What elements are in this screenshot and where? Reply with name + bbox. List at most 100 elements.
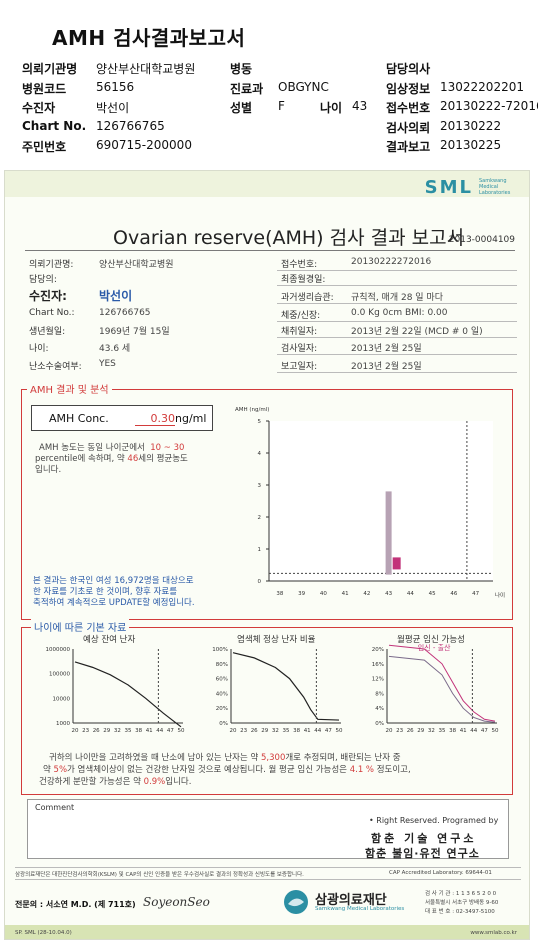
x-tick-label: 41: [460, 728, 467, 734]
amh-description-line2: percentile에 속하며, 약 46세의 평균농도: [35, 454, 188, 464]
note-line2: 한 자료를 기초로 한 것이며, 향후 자료를: [33, 587, 178, 597]
report-info-label: 담당의:: [29, 275, 57, 285]
header-value: F: [278, 99, 285, 113]
contact-line1: 검 사 기 관 : 1 1 3 6 5 2 0 0: [425, 891, 497, 897]
contact-line3: 대 표 번 호 : 02-3497-5100: [425, 909, 495, 915]
amh-conc-unit: ng/ml: [175, 412, 207, 425]
footer-divider: [15, 867, 521, 868]
x-tick-label: 26: [93, 728, 100, 734]
report-info-value: 0.0 Kg 0cm BMI: 0.00: [351, 308, 448, 318]
y-tick-label: 4%: [375, 706, 384, 712]
age-section-title: 나이에 따른 기본 자료: [31, 619, 130, 634]
x-tick-label: 38: [449, 728, 456, 734]
amh-description-line1: AMH 농도는 동일 나이군에서 10 ~ 30: [39, 443, 185, 453]
x-axis-label: 나이: [495, 591, 505, 599]
x-tick-label: 40: [320, 591, 327, 597]
y-tick-label: 40%: [216, 691, 228, 697]
x-tick-label: 38: [135, 728, 142, 734]
amh-conc-value: 0.30: [135, 412, 175, 426]
header-label: 수진자: [22, 101, 56, 115]
plot-area: [269, 421, 493, 581]
series-line: [74, 661, 182, 728]
header-value: 690715-200000: [96, 138, 192, 152]
y-tick-label: 10000: [53, 696, 71, 702]
x-tick-label: 35: [125, 728, 132, 734]
report-patient-label: 수진자:: [29, 289, 67, 303]
header-value: 20130222: [440, 119, 502, 133]
amh-description-line3: 입니다.: [35, 465, 62, 475]
report-info-value: 2013년 2월 25일: [351, 362, 422, 372]
foundation-logo-icon: [284, 890, 308, 914]
x-tick-label: 45: [429, 591, 436, 597]
page-title: AMH 검사결과보고서: [52, 26, 246, 50]
header-age-label: 나이: [320, 101, 343, 115]
y-tick-label: 60%: [216, 677, 228, 683]
mini-chart-title-3: 월평균 임신 가능성: [397, 635, 465, 645]
institute-name-2: 함춘 불임·유전 연구소: [365, 847, 480, 860]
report-info-label: 채취일자:: [281, 327, 318, 337]
y-tick-label: 16%: [372, 662, 384, 668]
report-info-label: 최종월경일:: [281, 275, 326, 285]
report-bottom-band: [5, 925, 529, 939]
summary-birth: 0.9%: [143, 777, 166, 787]
x-tick-label: 20: [72, 728, 79, 734]
y-tick-label: 5: [258, 419, 262, 425]
x-tick-label: 47: [472, 591, 479, 597]
x-tick-label: 41: [342, 591, 349, 597]
percentile-range: 10 ~ 30: [150, 443, 185, 453]
header-label: 담당의사: [386, 62, 431, 76]
summary-eggs: 5,300: [261, 753, 286, 763]
x-tick-label: 20: [230, 728, 237, 734]
header-label: 병동: [230, 62, 253, 76]
report-info-value: 규칙적, 매개 28 일 마다: [351, 293, 443, 303]
report-info-label: 검사일자:: [281, 344, 318, 354]
age-data-box: [21, 627, 513, 795]
x-tick-label: 32: [428, 728, 435, 734]
sml-logo-subtitle: Samkwang Medical Laboratories: [479, 178, 511, 196]
mini-chart-normal-egg-ratio: 100%80%60%40%20%0%20 23 26 29 32 35 38 41 44 47 50: [212, 647, 343, 734]
report-info-label: 보고일자:: [281, 362, 318, 372]
header-value: 20130225: [440, 138, 502, 152]
y-tick-label: 3: [258, 483, 262, 489]
x-tick-label: 50: [492, 728, 499, 734]
y-tick-label: 20%: [372, 647, 384, 653]
y-tick-label: 100%: [212, 647, 228, 653]
mini-chart-pregnancy-chance: 20%16%12%8%4%0%20 23 26 29 32 35 38 41 44 47 50: [372, 644, 499, 734]
report-info-label: 나이:: [29, 344, 49, 354]
website: www.smlab.co.kr: [470, 930, 517, 936]
y-tick-label: 1000000: [46, 647, 71, 653]
report-info-value: 1969년 7월 15일: [99, 327, 170, 337]
x-tick-label: 43: [385, 591, 392, 597]
header-value: 박선이: [96, 101, 130, 115]
x-tick-label: 35: [439, 728, 446, 734]
sml-logo: SML: [424, 177, 473, 198]
header-value: OBGYNC: [278, 80, 329, 94]
header-value: 13022202201: [440, 80, 524, 94]
header-label: 결과보고: [386, 140, 431, 154]
foundation-name: 삼광의료재단: [315, 893, 387, 908]
report-patient-name: 박선이: [99, 289, 133, 303]
y-axis-label: AMH (ng/ml): [235, 407, 269, 413]
scanned-report: SML Samkwang Medical Laboratories Ovaria…: [4, 170, 530, 940]
info-row-divider: [277, 285, 517, 286]
y-tick-label: 0%: [219, 721, 228, 727]
summary-line2: 약 5%가 염색체이상이 없는 건강한 난자일 것으로 예상됩니다. 월 평균 …: [43, 765, 411, 775]
y-tick-label: 20%: [216, 706, 228, 712]
x-tick-label: 26: [251, 728, 258, 734]
mini-chart-3-legend: - 임신 - 출산: [413, 644, 451, 652]
x-tick-label: 44: [156, 728, 163, 734]
x-tick-label: 29: [261, 728, 268, 734]
x-tick-label: 20: [386, 728, 393, 734]
info-row-divider: [277, 372, 517, 373]
series-line-출산: [388, 655, 496, 723]
y-tick-label: 4: [258, 451, 262, 457]
report-info-value: YES: [99, 359, 116, 369]
report-info-label: Chart No.:: [29, 308, 75, 318]
x-tick-label: 44: [407, 591, 414, 597]
comment-box: [27, 799, 509, 859]
header-value: 56156: [96, 80, 135, 94]
x-tick-label: 41: [304, 728, 311, 734]
header-label: 의뢰기관명: [22, 62, 78, 76]
report-info-label: 접수번호:: [281, 260, 318, 270]
